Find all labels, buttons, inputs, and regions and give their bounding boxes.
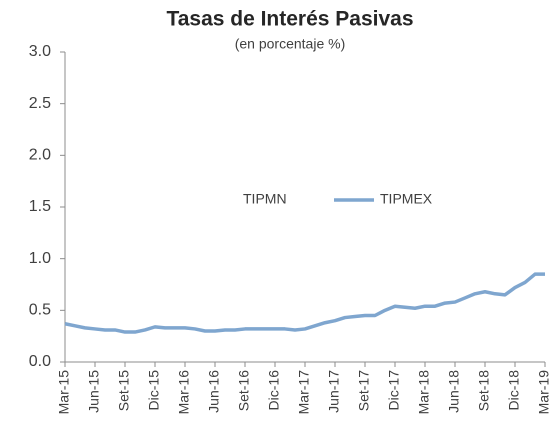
x-tick-label: Mar-15 [56, 370, 72, 415]
x-tick-label: Set-15 [116, 370, 132, 411]
legend-label: TIPMEX [380, 191, 433, 207]
x-tick-label: Dic-16 [266, 370, 282, 411]
chart-subtitle: (en porcentaje %) [235, 36, 346, 52]
x-tick-label: Dic-18 [506, 370, 522, 411]
y-tick-label: 3.0 [29, 43, 51, 60]
x-tick-label: Set-17 [356, 370, 372, 411]
series-line [64, 272, 545, 334]
x-tick-label: Mar-19 [536, 370, 552, 415]
x-tick-label: Mar-17 [296, 370, 312, 415]
x-tick-label: Mar-18 [416, 370, 432, 415]
x-tick-label: Jun-17 [326, 370, 342, 413]
y-tick-label: 1.5 [29, 198, 51, 215]
legend-label: TIPMN [243, 191, 287, 207]
x-tick-label: Jun-18 [446, 370, 462, 413]
x-tick-label: Mar-16 [176, 370, 192, 415]
x-tick-label: Jun-16 [206, 370, 222, 413]
y-tick-label: 0.5 [29, 302, 51, 319]
x-tick-label: Jun-15 [86, 370, 102, 413]
y-tick-label: 0.0 [29, 353, 51, 370]
x-tick-label: Set-18 [476, 370, 492, 411]
chart-title: Tasas de Interés Pasivas [166, 8, 413, 31]
y-tick-label: 1.0 [29, 250, 51, 267]
y-tick-label: 2.5 [29, 95, 51, 112]
x-tick-label: Dic-15 [146, 370, 162, 411]
x-tick-label: Dic-17 [386, 370, 402, 411]
x-tick-label: Set-16 [236, 370, 252, 411]
y-tick-label: 2.0 [29, 147, 51, 164]
